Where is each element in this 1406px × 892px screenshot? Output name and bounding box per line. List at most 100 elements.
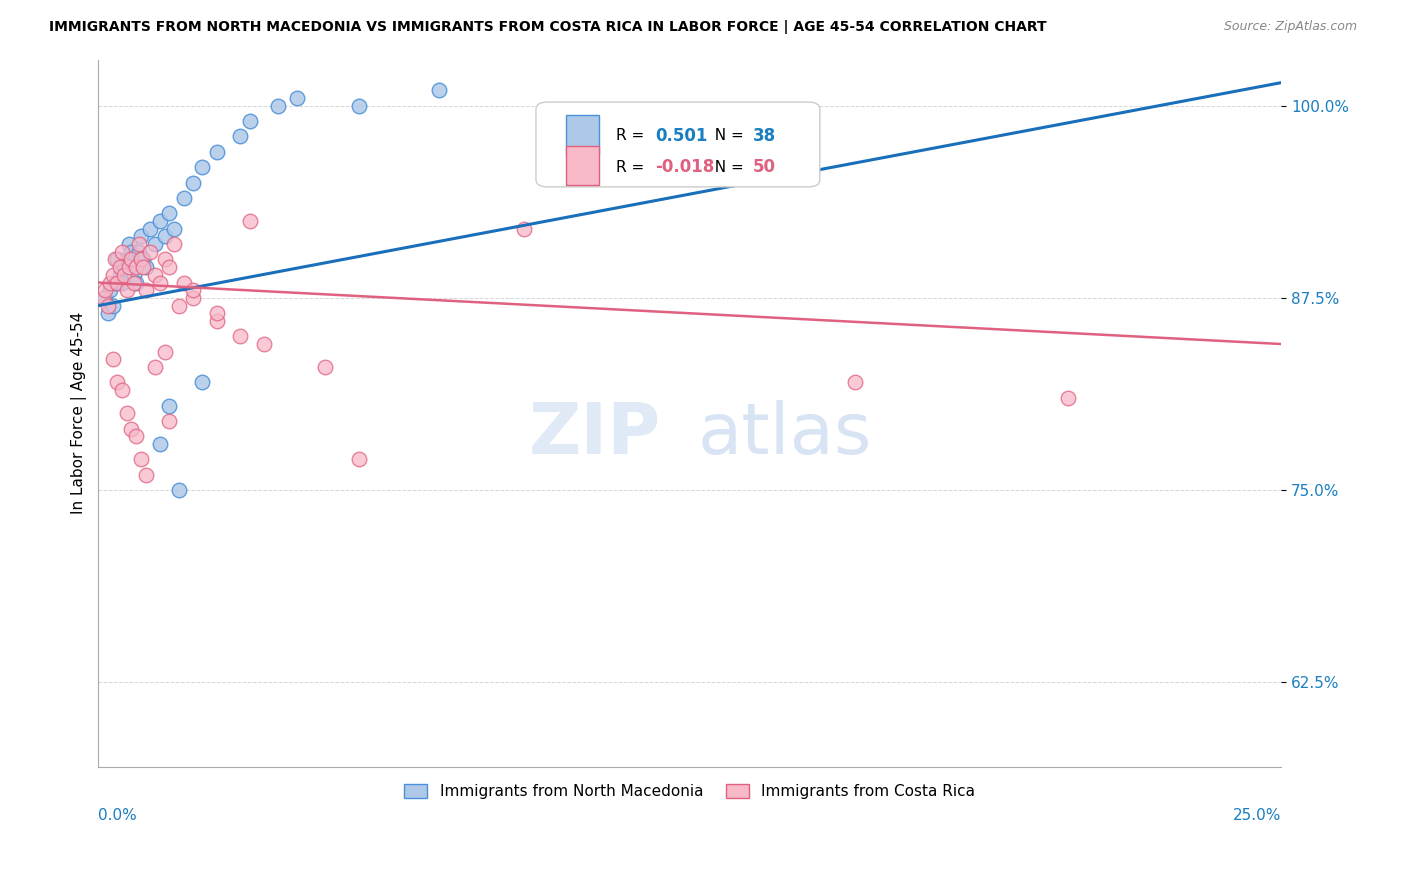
Point bbox=[105, 276, 128, 290]
Point bbox=[118, 260, 141, 274]
Point bbox=[104, 252, 127, 267]
Point bbox=[149, 437, 172, 451]
Point bbox=[112, 260, 135, 274]
Point bbox=[101, 268, 124, 282]
Point bbox=[267, 99, 290, 113]
Point bbox=[167, 483, 190, 497]
Point bbox=[125, 429, 148, 443]
FancyBboxPatch shape bbox=[536, 102, 820, 187]
Text: ZIP: ZIP bbox=[529, 400, 661, 469]
Point bbox=[163, 237, 186, 252]
Point bbox=[115, 252, 138, 267]
Point bbox=[128, 237, 150, 252]
Point bbox=[181, 283, 204, 297]
Point bbox=[132, 260, 155, 274]
Point bbox=[135, 467, 157, 482]
Text: 0.501: 0.501 bbox=[655, 127, 707, 145]
Point bbox=[98, 283, 121, 297]
Point bbox=[121, 244, 143, 259]
Point bbox=[125, 276, 148, 290]
Point bbox=[111, 383, 134, 397]
Text: 38: 38 bbox=[752, 127, 776, 145]
Text: 0.0%: 0.0% bbox=[98, 808, 138, 823]
Point bbox=[97, 299, 120, 313]
Point bbox=[191, 376, 214, 390]
Point bbox=[101, 352, 124, 367]
Point bbox=[173, 191, 195, 205]
Point bbox=[91, 291, 114, 305]
Point bbox=[153, 344, 176, 359]
Point bbox=[181, 291, 204, 305]
Point bbox=[112, 268, 135, 282]
Point bbox=[157, 414, 180, 428]
Point bbox=[191, 160, 214, 174]
Point bbox=[97, 306, 120, 320]
Point bbox=[205, 145, 228, 159]
Text: N =: N = bbox=[704, 160, 749, 175]
Point bbox=[121, 421, 143, 435]
Point bbox=[122, 268, 145, 282]
Point bbox=[135, 260, 157, 274]
Text: -0.018: -0.018 bbox=[655, 158, 714, 176]
Point bbox=[347, 99, 370, 113]
Point bbox=[108, 268, 131, 282]
Point bbox=[122, 276, 145, 290]
Point bbox=[143, 360, 166, 375]
Point bbox=[229, 129, 252, 144]
Point bbox=[105, 252, 128, 267]
Point bbox=[157, 399, 180, 413]
Point bbox=[128, 244, 150, 259]
Point bbox=[108, 260, 131, 274]
Point bbox=[139, 244, 162, 259]
Text: 50: 50 bbox=[752, 158, 776, 176]
Point bbox=[105, 376, 128, 390]
Point bbox=[239, 114, 262, 128]
Point bbox=[94, 291, 117, 305]
Point bbox=[132, 252, 155, 267]
Point bbox=[153, 252, 176, 267]
Point bbox=[149, 276, 172, 290]
Point bbox=[347, 452, 370, 467]
Point bbox=[427, 83, 450, 97]
Point bbox=[121, 252, 143, 267]
Text: N =: N = bbox=[704, 128, 749, 144]
Bar bbox=[565, 146, 599, 185]
Point bbox=[143, 237, 166, 252]
Point bbox=[149, 214, 172, 228]
Point bbox=[181, 176, 204, 190]
Point bbox=[205, 314, 228, 328]
Point bbox=[129, 452, 152, 467]
Point bbox=[239, 214, 262, 228]
Point bbox=[844, 376, 866, 390]
Point bbox=[139, 221, 162, 235]
Point bbox=[157, 206, 180, 220]
Point bbox=[143, 268, 166, 282]
Bar bbox=[565, 115, 599, 153]
Point bbox=[115, 283, 138, 297]
Y-axis label: In Labor Force | Age 45-54: In Labor Force | Age 45-54 bbox=[72, 312, 87, 515]
Legend: Immigrants from North Macedonia, Immigrants from Costa Rica: Immigrants from North Macedonia, Immigra… bbox=[398, 778, 981, 805]
Point bbox=[104, 276, 127, 290]
Point bbox=[153, 229, 176, 244]
Point bbox=[101, 299, 124, 313]
Point bbox=[94, 283, 117, 297]
Point bbox=[1057, 391, 1080, 405]
Point bbox=[115, 406, 138, 420]
Point bbox=[163, 221, 186, 235]
Point bbox=[98, 276, 121, 290]
Point bbox=[129, 252, 152, 267]
Text: Source: ZipAtlas.com: Source: ZipAtlas.com bbox=[1223, 20, 1357, 33]
Point bbox=[513, 221, 536, 235]
Point bbox=[135, 283, 157, 297]
Text: 25.0%: 25.0% bbox=[1233, 808, 1281, 823]
Point bbox=[167, 299, 190, 313]
Text: R =: R = bbox=[616, 128, 650, 144]
Point bbox=[129, 229, 152, 244]
Point bbox=[173, 276, 195, 290]
Point bbox=[253, 337, 276, 351]
Point bbox=[111, 276, 134, 290]
Point bbox=[314, 360, 336, 375]
Point bbox=[111, 244, 134, 259]
Point bbox=[205, 306, 228, 320]
Point bbox=[125, 260, 148, 274]
